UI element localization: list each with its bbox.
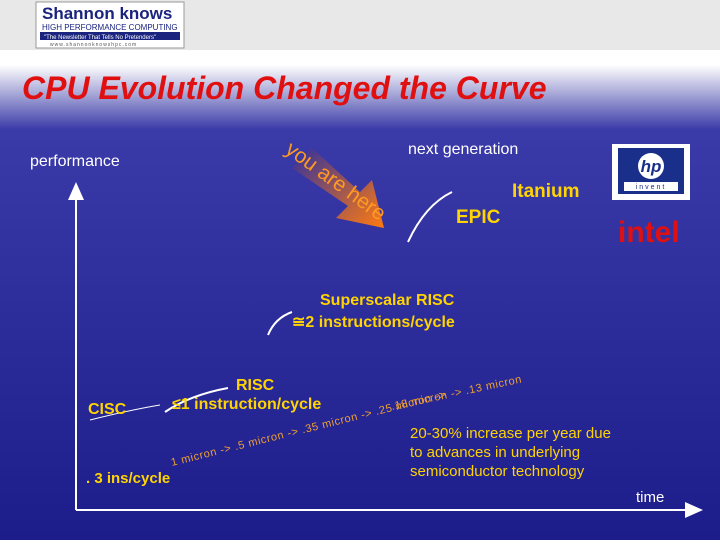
you-are-here-arrow	[292, 148, 384, 228]
risc-rate: ≤1 instruction/cycle	[172, 396, 321, 413]
hp-circle	[638, 153, 664, 179]
superscalar: Superscalar RISC	[320, 292, 455, 309]
logo-name: Shannon knows	[42, 4, 172, 23]
cisc: CISC	[88, 401, 127, 418]
hp-tag-box	[624, 182, 678, 191]
next-generation: next generation	[408, 141, 518, 158]
risc: RISC	[236, 377, 275, 394]
logo-url: www.shannonknowshpc.com	[50, 42, 137, 48]
curve-segment	[89, 404, 161, 421]
curve-segment	[164, 387, 229, 413]
note-line: semiconductor technology	[410, 463, 585, 480]
hp-tagline: invent	[636, 184, 667, 191]
curve-segment	[267, 311, 293, 336]
note-line: to advances in underlying	[410, 444, 580, 461]
epic: EPIC	[456, 207, 501, 228]
note-line: 20-30% increase per year due	[410, 425, 611, 442]
x-axis-label: time	[636, 489, 664, 506]
cisc-rate: . 3 ins/cycle	[86, 470, 170, 487]
itanium: Itanium	[512, 181, 580, 202]
hp-text: hp	[641, 157, 662, 176]
logo-box	[35, 1, 185, 49]
y-axis-label: performance	[30, 153, 120, 170]
logo-bar	[40, 32, 180, 40]
title: CPU Evolution Changed the Curve	[22, 70, 546, 106]
logo: Shannon knows HIGH PERFORMANCE COMPUTING…	[35, 1, 185, 49]
hp-logo: hp invent	[612, 144, 690, 200]
superscalar-rate: ≅2 instructions/cycle	[292, 314, 455, 331]
logo-tagline: "The Newsletter That Tells No Pretenders…	[44, 35, 156, 41]
intel-logo: intel	[618, 216, 680, 249]
logo-subtitle: HIGH PERFORMANCE COMPUTING	[42, 23, 178, 32]
curve-segment	[407, 191, 453, 243]
